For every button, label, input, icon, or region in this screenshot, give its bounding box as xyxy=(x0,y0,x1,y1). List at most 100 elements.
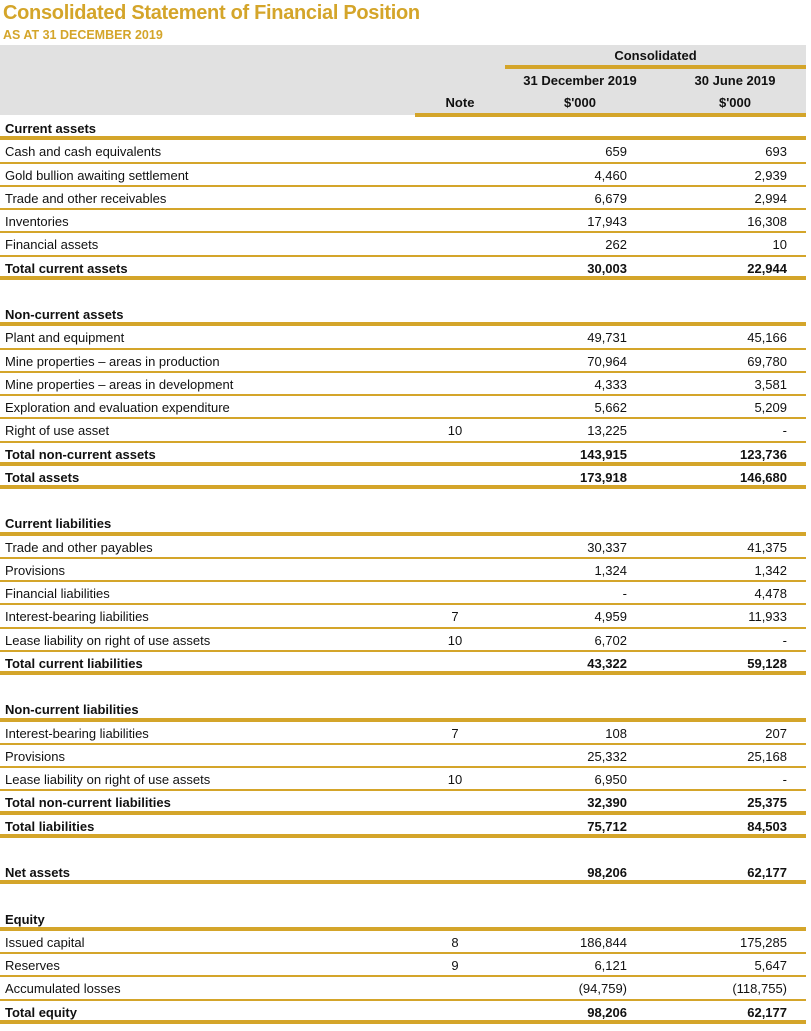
row-note: 8 xyxy=(451,934,459,950)
value-dec-2019: 108 xyxy=(605,725,627,741)
value-dec-2019: 6,121 xyxy=(594,958,627,973)
table-row: Issued capital 8 186,844 175,285 xyxy=(0,931,806,954)
spacer-row xyxy=(0,675,806,698)
value-jun-2019: - xyxy=(782,632,787,648)
spacer-row xyxy=(0,838,806,861)
value-jun-2019: 123,736 xyxy=(740,446,787,462)
row-label: Equity xyxy=(5,911,45,927)
value-dec-2019: 4,460 xyxy=(594,167,627,183)
row-label: Financial liabilities xyxy=(5,586,110,601)
row-label: Total equity xyxy=(5,1004,77,1020)
total-row: Total equity 98,206 62,177 xyxy=(0,1001,806,1024)
value-dec-2019: 6,679 xyxy=(594,190,627,206)
table-row: Financial assets 262 10 xyxy=(0,233,806,257)
value-dec-2019: 98,206 xyxy=(587,865,627,880)
table-row: Financial liabilities - 4,478 xyxy=(0,582,806,606)
value-dec-2019: 17,943 xyxy=(587,214,627,229)
value-jun-2019: 25,168 xyxy=(747,748,787,764)
table-row: Lease liability on right of use assets 10… xyxy=(0,629,806,652)
row-label: Plant and equipment xyxy=(5,330,125,346)
note-header: Note xyxy=(445,95,475,110)
value-dec-2019: 75,712 xyxy=(587,818,627,834)
total-row: Total non-current assets 143,915 123,736 xyxy=(0,443,806,466)
row-label: Cash and cash equivalents xyxy=(5,144,162,160)
row-label: Gold bullion awaiting settlement xyxy=(5,167,189,183)
value-jun-2019: 59,128 xyxy=(747,655,787,671)
section-heading: Non-current liabilities xyxy=(0,698,806,722)
row-label: Financial assets xyxy=(5,237,99,253)
value-dec-2019: 30,003 xyxy=(587,260,627,276)
value-dec-2019: 98,206 xyxy=(587,1004,627,1020)
row-label: Total assets xyxy=(5,469,80,485)
value-dec-2019: 1,324 xyxy=(594,562,627,578)
total-row: Total non-current liabilities 32,390 25,37… xyxy=(0,791,806,815)
value-jun-2019: 62,177 xyxy=(747,1004,787,1020)
value-jun-2019: 84,503 xyxy=(747,818,787,834)
spacer-row xyxy=(0,489,806,512)
col1-unit: $'000 xyxy=(563,95,596,110)
value-jun-2019: - xyxy=(782,772,787,787)
value-dec-2019: 30,337 xyxy=(587,539,627,555)
total-row: Total liabilities 75,712 84,503 xyxy=(0,815,806,838)
value-dec-2019: 6,950 xyxy=(594,772,627,787)
col2-date: 30 June 2019 xyxy=(694,73,776,88)
row-label: Right of use asset xyxy=(5,423,110,439)
value-dec-2019: 143,915 xyxy=(580,446,627,462)
total-row: Net assets 98,206 62,177 xyxy=(0,861,806,885)
value-jun-2019: 11,933 xyxy=(748,609,787,625)
row-label: Current assets xyxy=(5,121,97,136)
value-dec-2019: 49,731 xyxy=(587,330,627,346)
row-label: Total current liabilities xyxy=(5,655,143,671)
table-row: Reserves 9 6,121 5,647 xyxy=(0,954,806,978)
value-jun-2019: 207 xyxy=(765,725,787,741)
table-row: Right of use asset 10 13,225 - xyxy=(0,419,806,443)
value-jun-2019: 2,994 xyxy=(754,190,787,206)
value-jun-2019: 175,285 xyxy=(740,934,787,950)
row-label: Net assets xyxy=(5,865,71,880)
row-note: 10 xyxy=(447,772,463,787)
value-jun-2019: 693 xyxy=(765,144,787,160)
value-jun-2019: 62,177 xyxy=(747,865,787,880)
row-label: Mine properties – areas in production xyxy=(5,353,220,369)
section-heading: Non-current assets xyxy=(0,303,806,327)
group-header: Consolidated xyxy=(614,48,697,63)
table-row: Lease liability on right of use assets 10… xyxy=(0,768,806,792)
row-label: Inventories xyxy=(5,214,69,229)
value-jun-2019: - xyxy=(782,423,787,439)
row-label: Interest-bearing liabilities xyxy=(5,725,149,741)
row-note: 10 xyxy=(447,423,463,439)
table-row: Inventories 17,943 16,308 xyxy=(0,210,806,234)
row-label: Lease liability on right of use assets xyxy=(5,772,211,787)
value-jun-2019: 45,166 xyxy=(747,330,787,346)
value-dec-2019: 25,332 xyxy=(587,748,627,764)
value-dec-2019: - xyxy=(622,586,627,601)
col1-date: 31 December 2019 xyxy=(523,73,637,88)
value-dec-2019: 32,390 xyxy=(587,795,627,811)
value-jun-2019: 25,375 xyxy=(747,795,787,811)
value-jun-2019: 69,780 xyxy=(747,353,787,369)
page-title: Consolidated Statement of Financial Posi… xyxy=(3,2,420,24)
section-heading: Equity xyxy=(0,908,806,931)
group-divider xyxy=(505,65,806,69)
value-dec-2019: 4,959 xyxy=(594,609,627,625)
row-label: Mine properties – areas in development xyxy=(5,376,234,392)
row-label: Total current assets xyxy=(5,260,128,276)
table-row: Mine properties – areas in production 70,… xyxy=(0,350,806,373)
row-label: Total non-current liabilities xyxy=(5,795,171,811)
value-jun-2019: 22,944 xyxy=(747,260,787,276)
row-label: Provisions xyxy=(5,748,65,764)
table-row: Trade and other receivables 6,679 2,994 xyxy=(0,187,806,210)
value-jun-2019: 10 xyxy=(772,237,787,253)
row-label: Lease liability on right of use assets xyxy=(5,632,211,648)
row-note: 9 xyxy=(451,958,459,973)
row-label: Total non-current assets xyxy=(5,446,156,462)
value-dec-2019: 186,844 xyxy=(580,934,627,950)
value-jun-2019: 5,209 xyxy=(754,400,787,415)
value-jun-2019: 41,375 xyxy=(747,539,787,555)
spacer-row xyxy=(0,884,806,907)
row-label: Total liabilities xyxy=(5,818,95,834)
row-label: Exploration and evaluation expenditure xyxy=(5,400,230,415)
total-row: Total current assets 30,003 22,944 xyxy=(0,257,806,280)
value-jun-2019: 2,939 xyxy=(754,167,787,183)
row-label: Trade and other receivables xyxy=(5,190,167,206)
